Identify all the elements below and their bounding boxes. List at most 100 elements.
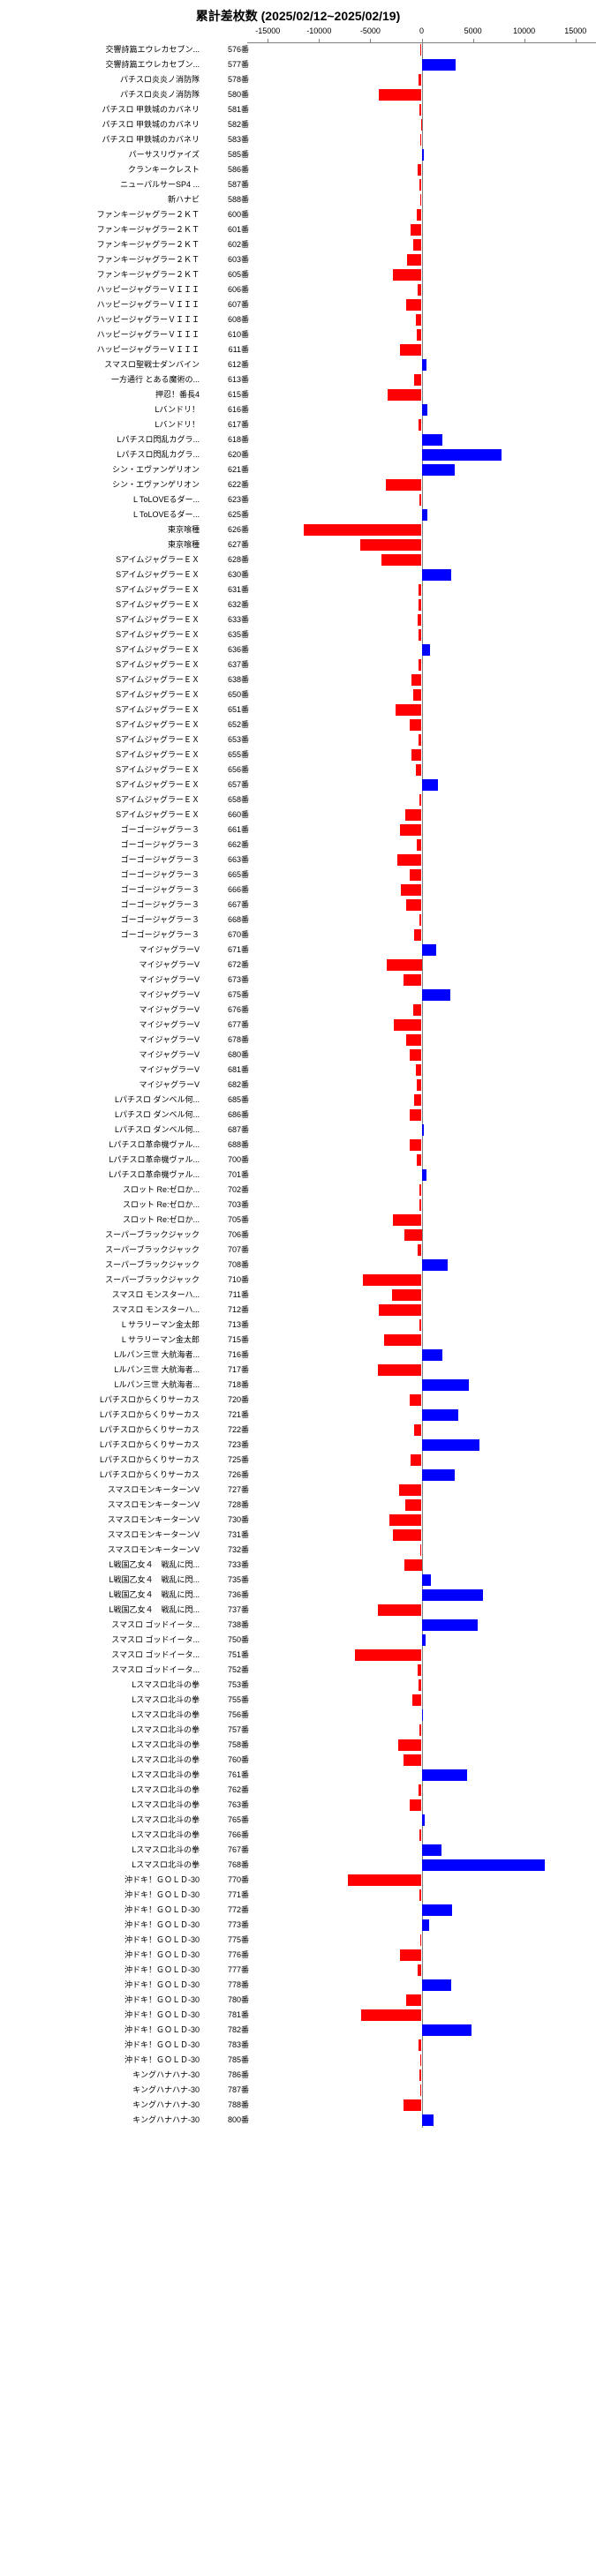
data-row: 沖ドキ！ＧＯＬＤ-30777番 <box>0 1963 596 1978</box>
data-row: Lスマスロ北斗の拳757番 <box>0 1723 596 1738</box>
row-unit: 702番 <box>203 1183 249 1198</box>
bar <box>412 1694 421 1706</box>
data-row: SアイムジャグラーＥＸ636番 <box>0 642 596 657</box>
row-label: 沖ドキ！ＧＯＬＤ-30 <box>0 1978 203 1993</box>
row-unit: 578番 <box>203 72 249 87</box>
data-row: 沖ドキ！ＧＯＬＤ-30775番 <box>0 1933 596 1948</box>
data-row: 東京喰種626番 <box>0 522 596 537</box>
row-unit: 668番 <box>203 912 249 928</box>
data-row: 沖ドキ！ＧＯＬＤ-30780番 <box>0 1993 596 2008</box>
row-label: 東京喰種 <box>0 522 203 537</box>
row-label: L戦国乙女４ 戦乱に閃... <box>0 1573 203 1588</box>
bar <box>422 1769 467 1781</box>
row-unit: 706番 <box>203 1228 249 1243</box>
row-unit: 703番 <box>203 1198 249 1213</box>
data-row: ファンキージャグラー２ＫＴ602番 <box>0 237 596 252</box>
bar <box>420 134 421 146</box>
chart-title: 累計差枚数 (2025/02/12~2025/02/19) <box>0 0 596 26</box>
bar <box>419 1319 421 1331</box>
data-row: SアイムジャグラーＥＸ651番 <box>0 702 596 717</box>
data-row: スロット Re:ゼロか...705番 <box>0 1213 596 1228</box>
row-unit: 772番 <box>203 1903 249 1918</box>
row-unit: 751番 <box>203 1648 249 1663</box>
row-label: Lパチスロ ダンベル何... <box>0 1108 203 1123</box>
data-row: L ToLOVEるダー...623番 <box>0 492 596 507</box>
bar <box>411 674 422 686</box>
row-label: Lパチスロからくりサーカス <box>0 1423 203 1438</box>
data-row: ゴーゴージャグラー３663番 <box>0 852 596 867</box>
data-row: マイジャグラーV677番 <box>0 1018 596 1033</box>
data-row: Lパチスロ革命機ヴァル...701番 <box>0 1168 596 1183</box>
row-unit: 758番 <box>203 1738 249 1753</box>
row-unit: 585番 <box>203 147 249 162</box>
row-unit: 680番 <box>203 1048 249 1063</box>
data-row: SアイムジャグラーＥＸ657番 <box>0 777 596 792</box>
row-unit: 782番 <box>203 2023 249 2038</box>
row-unit: 728番 <box>203 1498 249 1513</box>
bar <box>414 1094 421 1106</box>
row-label: Lパチスロ閃乱カグラ... <box>0 447 203 462</box>
row-label: Lバンドリ！ <box>0 402 203 417</box>
row-unit: 600番 <box>203 207 249 222</box>
bar <box>422 1619 479 1631</box>
row-label: SアイムジャグラーＥＸ <box>0 672 203 687</box>
row-label: Lスマスロ北斗の拳 <box>0 1708 203 1723</box>
bar <box>411 749 422 761</box>
row-label: Lパチスロ革命機ヴァル... <box>0 1153 203 1168</box>
x-tick-label: 15000 <box>564 26 586 35</box>
row-unit: 602番 <box>203 237 249 252</box>
row-unit: 735番 <box>203 1573 249 1588</box>
bar <box>419 1724 421 1736</box>
row-label: スマスロ聖戦士ダンバイン <box>0 357 203 372</box>
bar <box>419 794 421 806</box>
row-label: Lスマスロ北斗の拳 <box>0 1678 203 1693</box>
row-label: スロット Re:ゼロか... <box>0 1213 203 1228</box>
row-unit: 776番 <box>203 1948 249 1963</box>
bar <box>420 1544 421 1556</box>
row-label: SアイムジャグラーＥＸ <box>0 552 203 567</box>
row-label: パーサスリヴァイズ <box>0 147 203 162</box>
row-unit: 661番 <box>203 822 249 837</box>
row-unit: 612番 <box>203 357 249 372</box>
bar <box>422 1349 442 1361</box>
row-unit: 587番 <box>203 177 249 192</box>
row-unit: 765番 <box>203 1813 249 1828</box>
row-unit: 673番 <box>203 973 249 988</box>
row-label: L戦国乙女４ 戦乱に閃... <box>0 1558 203 1573</box>
data-row: SアイムジャグラーＥＸ630番 <box>0 567 596 582</box>
data-row: Lスマスロ北斗の拳767番 <box>0 1843 596 1858</box>
bar <box>387 959 422 971</box>
bar <box>404 1754 422 1766</box>
bar <box>422 1589 484 1601</box>
data-row: Lパチスロからくりサーカス720番 <box>0 1393 596 1408</box>
bar <box>361 2009 422 2021</box>
data-row: マイジャグラーV672番 <box>0 958 596 973</box>
row-unit: 675番 <box>203 988 249 1003</box>
data-row: 沖ドキ！ＧＯＬＤ-30778番 <box>0 1978 596 1993</box>
data-row: Lパチスロからくりサーカス726番 <box>0 1468 596 1483</box>
row-unit: 625番 <box>203 507 249 522</box>
row-unit: 608番 <box>203 312 249 327</box>
row-unit: 636番 <box>203 642 249 657</box>
row-label: 沖ドキ！ＧＯＬＤ-30 <box>0 1963 203 1978</box>
data-row: スマスロ ゴッドイータ...751番 <box>0 1648 596 1663</box>
data-row: Lスマスロ北斗の拳756番 <box>0 1708 596 1723</box>
row-unit: 603番 <box>203 252 249 267</box>
bar <box>422 434 442 446</box>
row-label: L ToLOVEるダー... <box>0 492 203 507</box>
data-row: Lスマスロ北斗の拳765番 <box>0 1813 596 1828</box>
row-label: SアイムジャグラーＥＸ <box>0 732 203 747</box>
bar <box>422 1904 453 1916</box>
bar <box>396 704 421 716</box>
row-label: マイジャグラーV <box>0 943 203 958</box>
x-tick-label: 0 <box>419 26 424 35</box>
row-unit: 613番 <box>203 372 249 387</box>
row-unit: 658番 <box>203 792 249 807</box>
row-unit: 752番 <box>203 1663 249 1678</box>
row-label: マイジャグラーV <box>0 1063 203 1078</box>
row-unit: 617番 <box>203 417 249 432</box>
row-label: マイジャグラーV <box>0 973 203 988</box>
row-unit: 682番 <box>203 1078 249 1093</box>
data-row: パーサスリヴァイズ585番 <box>0 147 596 162</box>
bar <box>355 1649 422 1661</box>
